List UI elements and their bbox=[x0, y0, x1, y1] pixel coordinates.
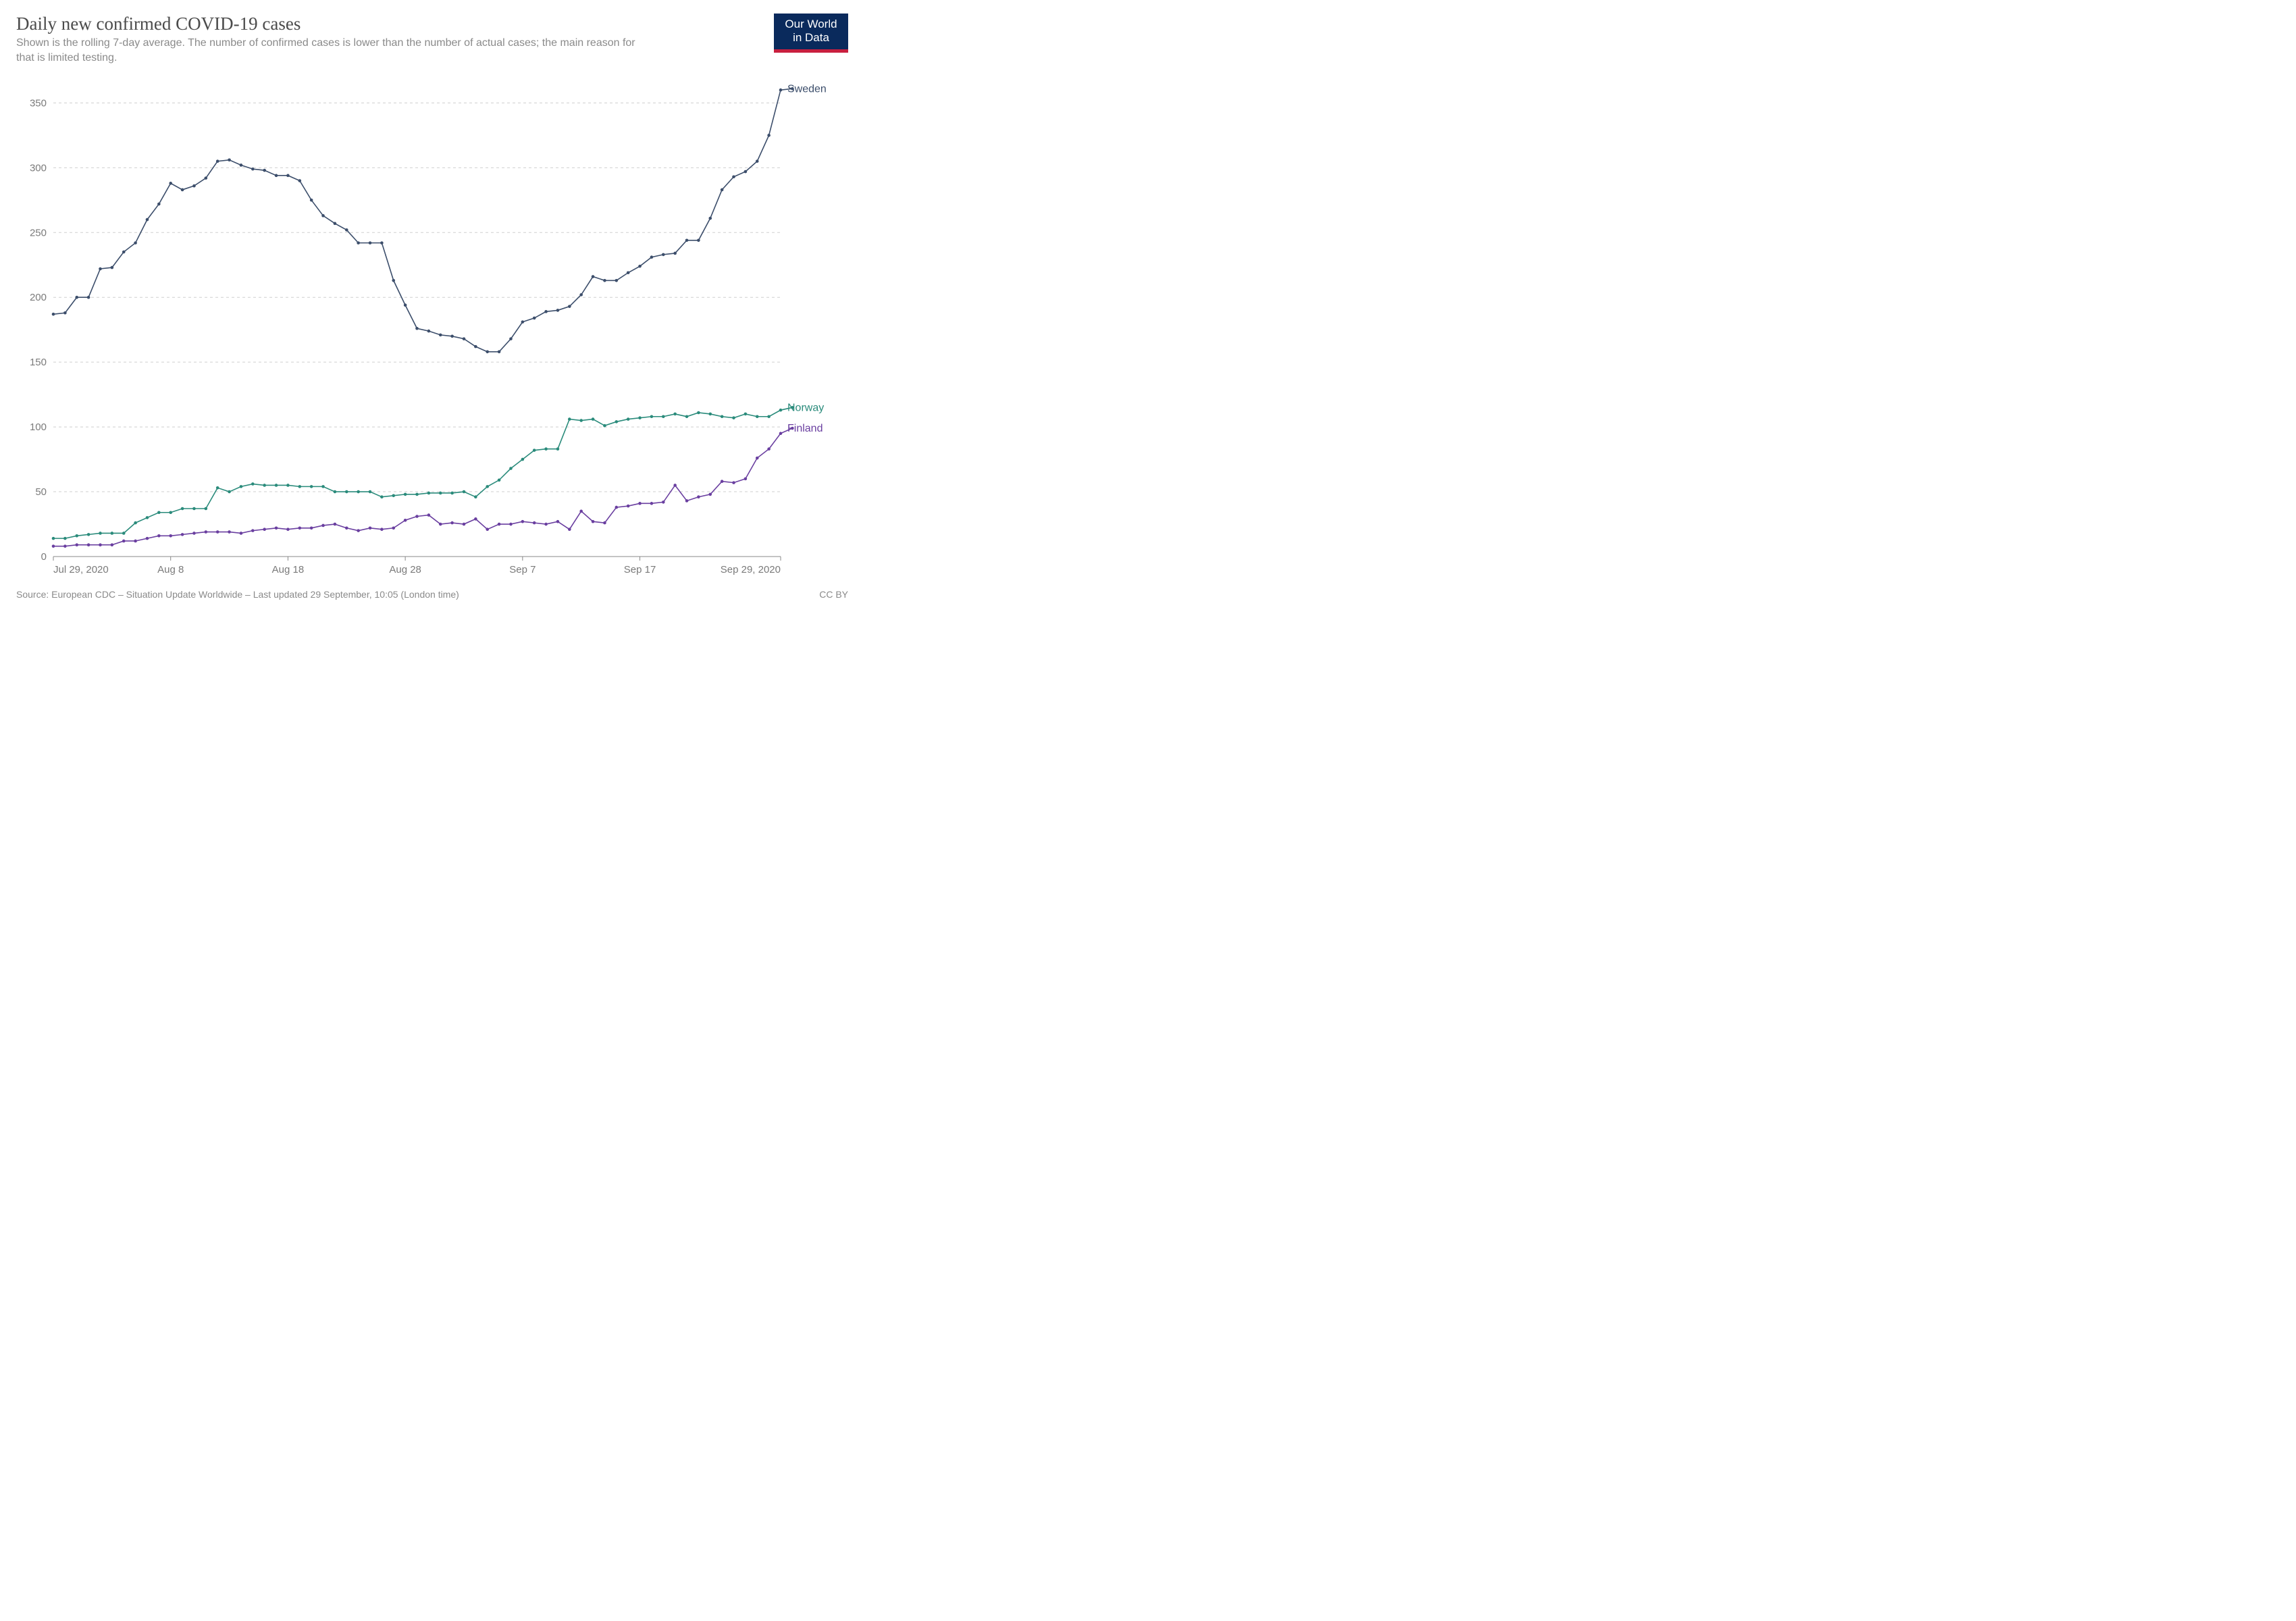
svg-text:Jul 29, 2020: Jul 29, 2020 bbox=[53, 564, 109, 575]
svg-text:50: 50 bbox=[35, 486, 47, 498]
svg-text:Sep 29, 2020: Sep 29, 2020 bbox=[721, 564, 781, 575]
svg-text:Aug 8: Aug 8 bbox=[157, 564, 184, 575]
svg-text:Sep 17: Sep 17 bbox=[624, 564, 656, 575]
chart-title: Daily new confirmed COVID-19 cases bbox=[16, 14, 848, 34]
license-text: CC BY bbox=[819, 589, 848, 600]
svg-text:350: 350 bbox=[30, 98, 47, 109]
logo-line1: Our World bbox=[785, 18, 837, 30]
line-chart: 0 50 100 150 200 250 300 350 Jul 29, 2020 Aug 8 Au… bbox=[16, 70, 848, 584]
svg-text:300: 300 bbox=[30, 163, 47, 174]
svg-text:Sep 7: Sep 7 bbox=[509, 564, 536, 575]
svg-text:150: 150 bbox=[30, 357, 47, 368]
owid-logo: Our World in Data bbox=[774, 14, 848, 53]
series-label-norway: Norway bbox=[787, 403, 824, 414]
logo-line2: in Data bbox=[793, 31, 829, 44]
source-text: Source: European CDC – Situation Update … bbox=[16, 589, 459, 600]
chart-footer: Source: European CDC – Situation Update … bbox=[16, 589, 848, 600]
series-finland bbox=[53, 428, 792, 546]
series-label-sweden: Sweden bbox=[787, 83, 827, 95]
chart-header: Daily new confirmed COVID-19 cases Shown… bbox=[16, 14, 848, 65]
svg-text:Aug 28: Aug 28 bbox=[389, 564, 421, 575]
svg-text:Aug 18: Aug 18 bbox=[272, 564, 305, 575]
svg-text:100: 100 bbox=[30, 421, 47, 433]
chart-area: 0 50 100 150 200 250 300 350 Jul 29, 2020 Aug 8 Au… bbox=[16, 70, 848, 584]
chart-subtitle: Shown is the rolling 7-day average. The … bbox=[16, 36, 637, 65]
series-sweden bbox=[53, 88, 792, 352]
series-label-finland: Finland bbox=[787, 423, 823, 434]
svg-text:200: 200 bbox=[30, 292, 47, 303]
svg-text:0: 0 bbox=[41, 551, 47, 563]
svg-text:250: 250 bbox=[30, 227, 47, 238]
